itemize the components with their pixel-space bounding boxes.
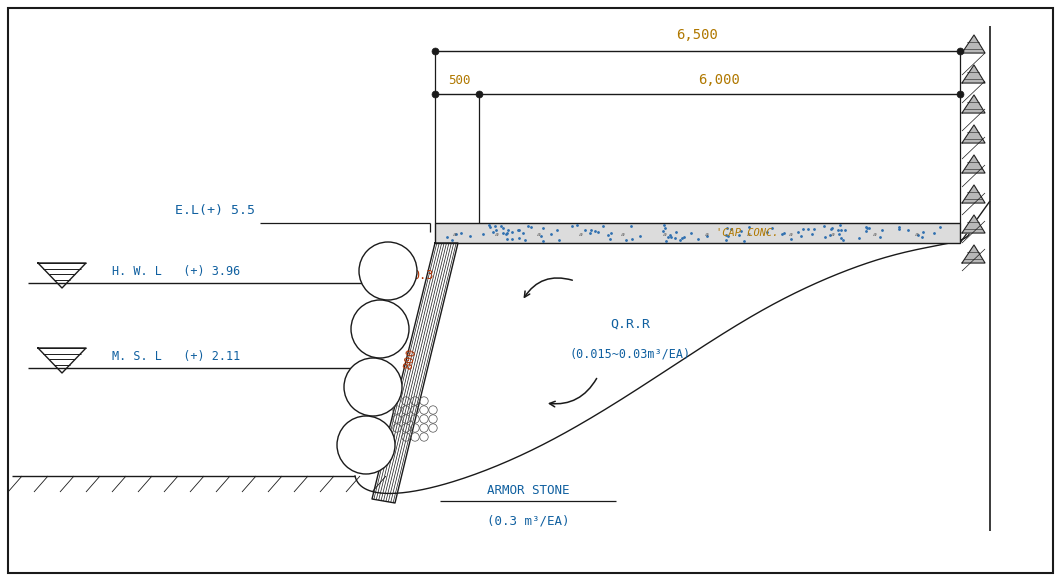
Text: 0.3: 0.3 [412, 268, 433, 282]
Polygon shape [962, 155, 985, 173]
Circle shape [337, 416, 395, 474]
Text: a: a [873, 231, 877, 236]
Text: 'CAP CONC.: 'CAP CONC. [716, 228, 779, 238]
Text: 1.0: 1.0 [368, 325, 390, 338]
Polygon shape [372, 243, 458, 503]
Text: (0.3 m³/EA): (0.3 m³/EA) [487, 515, 570, 528]
Text: a: a [706, 231, 709, 236]
Text: a: a [621, 231, 625, 236]
Text: a: a [453, 231, 457, 236]
Text: H. W. L   (+) 3.96: H. W. L (+) 3.96 [112, 265, 240, 278]
Polygon shape [962, 35, 985, 53]
Text: a: a [495, 231, 499, 236]
Text: a: a [831, 231, 835, 236]
Text: Q.R.R: Q.R.R [610, 317, 650, 331]
Polygon shape [962, 95, 985, 113]
Text: 6,000: 6,000 [698, 73, 741, 87]
Text: a: a [747, 231, 751, 236]
Text: a: a [915, 231, 919, 236]
Text: a: a [789, 231, 793, 236]
Polygon shape [962, 245, 985, 263]
Polygon shape [962, 65, 985, 83]
Circle shape [359, 242, 417, 300]
Text: a: a [663, 231, 667, 236]
Text: (0.015~0.03m³/EA): (0.015~0.03m³/EA) [570, 347, 691, 360]
Polygon shape [962, 215, 985, 233]
Text: ARMOR STONE: ARMOR STONE [487, 485, 570, 497]
Bar [435, 223, 960, 243]
Circle shape [344, 358, 402, 416]
Circle shape [351, 300, 408, 358]
Text: E.L(+) 5.5: E.L(+) 5.5 [175, 204, 255, 217]
Text: 800: 800 [401, 347, 419, 371]
Text: a: a [579, 231, 582, 236]
Text: M. S. L   (+) 2.11: M. S. L (+) 2.11 [112, 350, 240, 363]
Text: 500: 500 [448, 74, 470, 87]
Text: a: a [537, 231, 541, 236]
Text: 6,500: 6,500 [677, 28, 718, 42]
Polygon shape [962, 185, 985, 203]
Polygon shape [962, 125, 985, 143]
